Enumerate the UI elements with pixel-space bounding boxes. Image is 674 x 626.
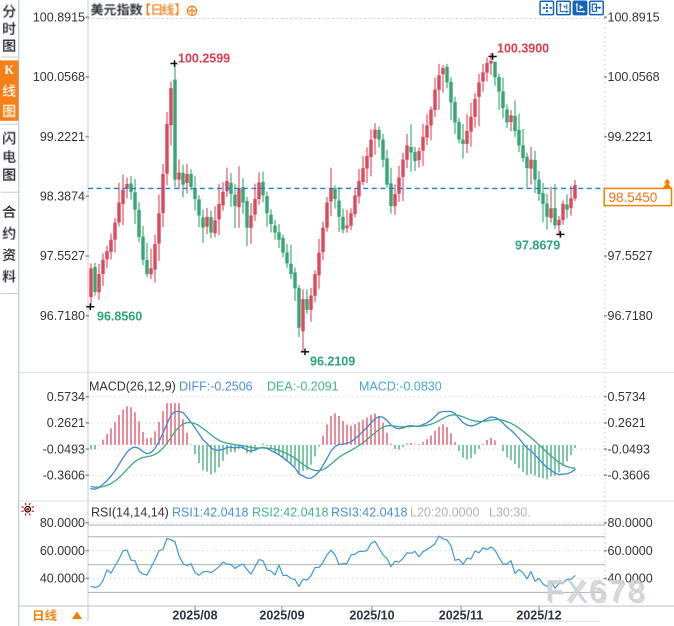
svg-text:K: K <box>4 63 14 77</box>
svg-text:60.0000: 60.0000 <box>608 544 653 558</box>
svg-text:80.0000: 80.0000 <box>40 516 85 530</box>
svg-text:98.5450: 98.5450 <box>609 190 658 205</box>
svg-text:98.3874: 98.3874 <box>40 190 85 204</box>
svg-text:2025/10: 2025/10 <box>349 609 394 623</box>
svg-text:L20:20.0000: L20:20.0000 <box>410 506 480 520</box>
svg-text:DIFF:-0.2506: DIFF:-0.2506 <box>179 380 253 394</box>
svg-text:96.7180: 96.7180 <box>40 309 85 323</box>
svg-text:100.8915: 100.8915 <box>33 10 85 24</box>
svg-text:100.0568: 100.0568 <box>608 70 660 84</box>
svg-text:-0.3606: -0.3606 <box>608 469 650 483</box>
svg-text:0.5734: 0.5734 <box>47 390 85 404</box>
svg-text:100.2599: 100.2599 <box>178 52 230 66</box>
svg-text:L30:30.: L30:30. <box>489 506 531 520</box>
svg-text:96.7180: 96.7180 <box>608 309 653 323</box>
svg-text:40.0000: 40.0000 <box>40 572 85 586</box>
svg-text:MACD(26,12,9): MACD(26,12,9) <box>89 380 176 394</box>
svg-text:96.8560: 96.8560 <box>97 309 142 323</box>
svg-text:2025/09: 2025/09 <box>259 609 304 623</box>
svg-text:RSI1:42.0418: RSI1:42.0418 <box>172 506 248 520</box>
svg-text:2025/12: 2025/12 <box>516 609 561 623</box>
svg-text:FX678: FX678 <box>547 576 648 610</box>
svg-text:99.2221: 99.2221 <box>40 130 85 144</box>
svg-text:2025/11: 2025/11 <box>439 609 484 623</box>
svg-text:100.3900: 100.3900 <box>497 42 549 56</box>
svg-text:-0.3606: -0.3606 <box>43 469 85 483</box>
svg-text:-0.0493: -0.0493 <box>43 442 85 456</box>
svg-text:-0.0493: -0.0493 <box>608 442 650 456</box>
svg-text:MACD:-0.0830: MACD:-0.0830 <box>359 380 442 394</box>
svg-text:0.2621: 0.2621 <box>47 416 85 430</box>
svg-text:FX678: FX678 <box>545 574 646 608</box>
svg-text:DEA:-0.2091: DEA:-0.2091 <box>267 380 339 394</box>
svg-text:96.2109: 96.2109 <box>310 354 355 368</box>
svg-text:RSI3:42.0418: RSI3:42.0418 <box>331 506 407 520</box>
svg-text:2025/08: 2025/08 <box>172 609 217 623</box>
svg-text:RSI(14,14,14): RSI(14,14,14) <box>91 506 169 520</box>
svg-text:97.5527: 97.5527 <box>40 249 85 263</box>
svg-text:97.5527: 97.5527 <box>608 249 653 263</box>
svg-text:80.0000: 80.0000 <box>608 516 653 530</box>
svg-text:97.8679: 97.8679 <box>515 238 560 252</box>
svg-text:99.2221: 99.2221 <box>608 130 653 144</box>
svg-text:100.0568: 100.0568 <box>33 70 85 84</box>
svg-text:60.0000: 60.0000 <box>40 544 85 558</box>
svg-text:0.5734: 0.5734 <box>608 390 646 404</box>
svg-text:40.0000: 40.0000 <box>608 572 653 586</box>
svg-text:100.8915: 100.8915 <box>608 10 660 24</box>
svg-text:RSI2:42.0418: RSI2:42.0418 <box>252 506 328 520</box>
svg-text:0.2621: 0.2621 <box>608 416 646 430</box>
